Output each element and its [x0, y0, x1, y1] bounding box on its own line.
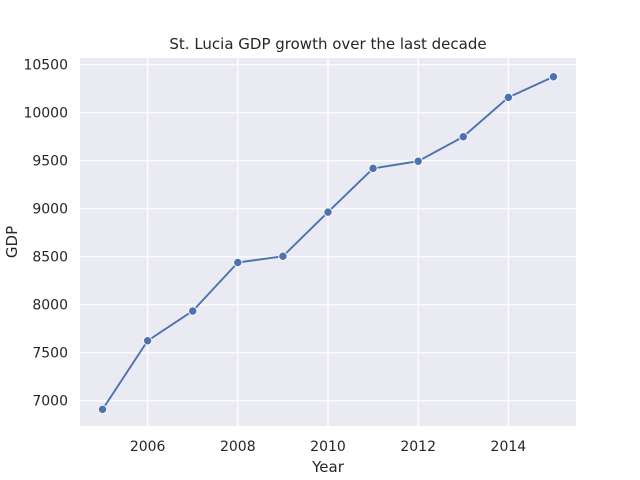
data-point — [142, 336, 153, 346]
data-point — [233, 257, 243, 268]
x-tick-label: 2012 — [400, 439, 436, 455]
grid-lines — [80, 58, 576, 426]
y-axis-label: GDP — [3, 226, 21, 258]
y-tick-label: 7500 — [32, 346, 68, 362]
x-tick-label: 2008 — [220, 439, 256, 455]
data-point — [97, 404, 108, 415]
y-tick-label: 8000 — [32, 298, 68, 314]
data-point — [503, 92, 514, 103]
data-point — [548, 72, 559, 82]
y-tick-label: 9500 — [32, 154, 68, 170]
x-axis-ticks: 2006 2008 2010 2012 2014 — [130, 439, 526, 455]
y-tick-label: 10500 — [23, 58, 68, 74]
data-point — [278, 251, 288, 261]
data-point — [323, 207, 333, 217]
data-point — [413, 156, 423, 166]
y-tick-label: 10000 — [23, 106, 68, 122]
chart-title: St. Lucia GDP growth over the last decad… — [169, 35, 486, 53]
series-group — [97, 72, 559, 415]
data-point — [368, 163, 378, 174]
x-tick-label: 2006 — [130, 439, 166, 455]
y-axis-ticks: 7000 7500 8000 8500 9000 9500 10000 10500 — [23, 58, 68, 410]
data-point — [458, 132, 468, 142]
y-tick-label: 8500 — [32, 250, 68, 266]
y-tick-label: 9000 — [32, 202, 68, 218]
y-tick-label: 7000 — [32, 394, 68, 410]
x-tick-label: 2010 — [310, 439, 346, 455]
x-tick-label: 2014 — [491, 439, 527, 455]
data-point — [188, 306, 198, 316]
x-axis-label: Year — [311, 458, 345, 476]
